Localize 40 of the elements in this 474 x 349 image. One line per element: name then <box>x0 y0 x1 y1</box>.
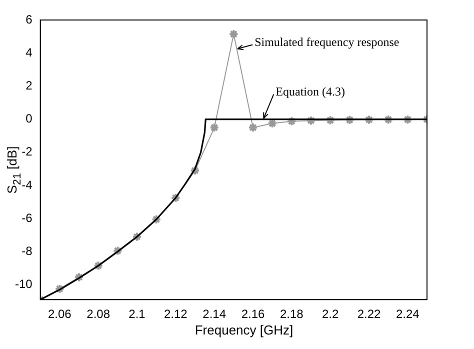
point <box>93 260 104 271</box>
x-tick-label: 2.14 <box>202 307 226 322</box>
point <box>383 114 394 125</box>
point <box>151 214 162 224</box>
x-tick-label: 2.08 <box>86 307 110 322</box>
x-tick-label: 2.16 <box>241 307 266 322</box>
point <box>364 114 374 125</box>
y-tick-label: -2 <box>22 144 33 159</box>
point <box>286 116 297 126</box>
point <box>325 115 336 126</box>
point <box>132 232 142 242</box>
x-tick-label: 2.06 <box>48 307 72 322</box>
y-tick-label: 6 <box>26 12 33 26</box>
x-tick-label: 2.22 <box>357 307 382 322</box>
y-tick-label: -8 <box>22 244 33 258</box>
point <box>248 122 258 133</box>
x-axis-title: Frequency [GHz] <box>194 322 294 338</box>
point <box>74 272 84 282</box>
y-tick-label: 2 <box>26 78 33 92</box>
y-tick-label: -4 <box>22 178 33 192</box>
y-tick-label: -6 <box>22 210 33 225</box>
point <box>209 122 220 133</box>
point <box>344 114 355 125</box>
y-tick-label: 0 <box>26 112 33 126</box>
y-tick-label: 4 <box>26 45 33 60</box>
point <box>54 284 65 294</box>
annotation: Equation (4.3) <box>276 84 345 98</box>
point <box>190 166 200 176</box>
point <box>228 29 239 40</box>
point <box>112 246 123 256</box>
x-tick-label: 2.12 <box>164 307 188 322</box>
x-tick-label: 2.2 <box>322 307 339 322</box>
point <box>170 192 181 203</box>
point <box>402 114 413 125</box>
x-tick-label: 2.1 <box>128 307 146 322</box>
x-tick-label: 2.18 <box>280 307 304 322</box>
point <box>306 116 316 126</box>
annotation: Simulated frequency response <box>254 34 400 49</box>
y-tick-label: -10 <box>15 277 33 292</box>
x-tick-label: 2.24 <box>396 307 420 322</box>
